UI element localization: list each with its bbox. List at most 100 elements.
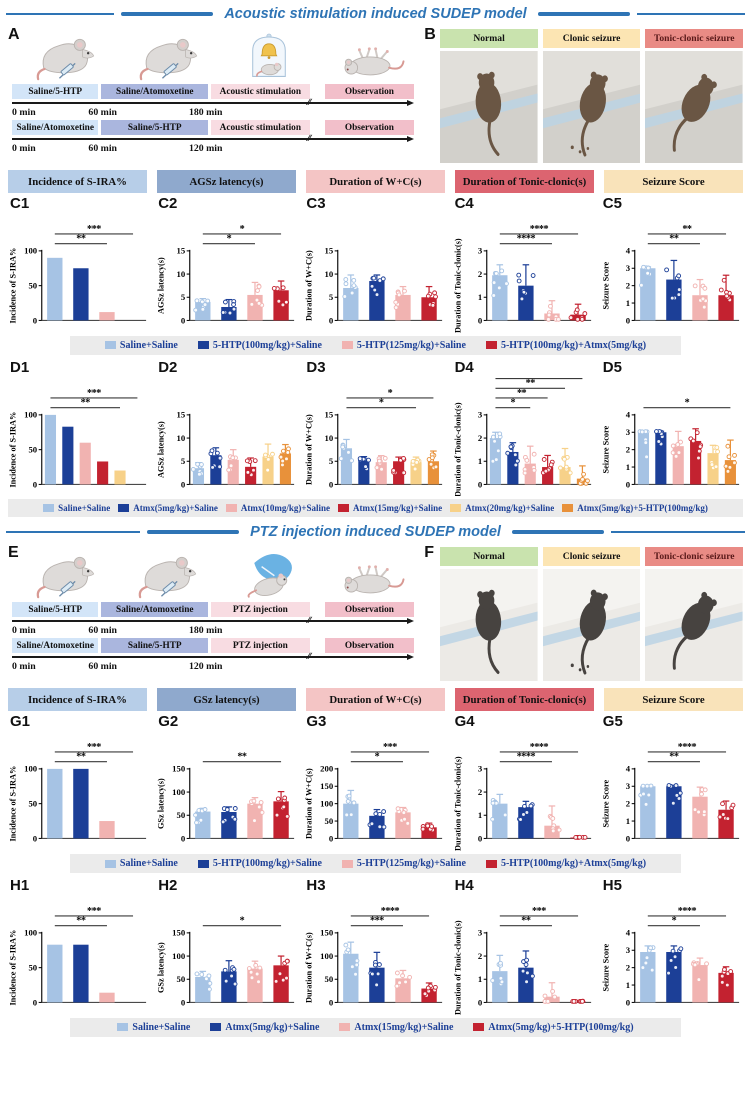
y-axis-label: GSz latency(s) <box>157 942 166 993</box>
data-point <box>397 292 402 298</box>
data-point <box>513 462 518 468</box>
legend-label: 5-HTP(125mg/kg)+Saline <box>356 339 466 351</box>
data-point <box>720 812 726 818</box>
bar <box>517 285 534 321</box>
data-point <box>411 458 416 464</box>
data-point <box>673 783 679 789</box>
sig-stars: *** <box>383 742 397 753</box>
chart-row: H1 0 50 100 Incidence of S-IRA% ** *** H2 0 50 100… <box>8 877 743 1015</box>
y-tick-label: 0 <box>33 997 38 1007</box>
y-axis-label: Duration of W+C(s) <box>305 769 314 840</box>
chart-panel-label: C3 <box>306 195 326 212</box>
data-point <box>280 462 286 468</box>
y-tick-label: 3 <box>477 246 482 256</box>
y-tick-label: 1 <box>626 298 630 308</box>
y-tick-label: 100 <box>321 799 335 809</box>
data-point <box>491 438 497 444</box>
timeline-box: Saline/Atomoxetine <box>12 120 99 135</box>
data-point <box>568 315 573 321</box>
axis-arrow-icon <box>407 135 415 142</box>
data-point <box>676 273 681 279</box>
data-point <box>673 965 678 971</box>
y-tick-label: 10 <box>325 433 334 443</box>
title-line <box>6 13 115 15</box>
data-point <box>656 438 661 444</box>
data-point <box>346 799 351 805</box>
data-point <box>524 810 529 816</box>
bar <box>79 442 91 485</box>
legend-swatch <box>562 504 574 513</box>
data-point <box>220 819 226 825</box>
data-point <box>363 463 369 469</box>
data-point <box>231 967 237 972</box>
data-point <box>233 806 238 812</box>
sig-stars: * <box>684 397 689 408</box>
data-point <box>349 457 355 463</box>
chart-panel: C3 0 5 10 15 Duration of W+C(s) <box>304 195 446 333</box>
chart-svg-H1: 0 50 100 Incidence of S-IRA% ***** <box>9 906 147 1007</box>
data-point <box>430 302 436 308</box>
y-tick-label: 50 <box>325 974 334 984</box>
chart-panel-label: D4 <box>454 358 474 376</box>
data-point <box>718 287 724 293</box>
data-point <box>374 982 380 988</box>
data-point <box>724 982 730 988</box>
bar <box>543 313 560 321</box>
data-point <box>695 810 701 815</box>
data-point <box>672 954 678 960</box>
bar <box>341 447 353 485</box>
sig-stars: * <box>510 397 515 408</box>
section-title: PTZ injection induced SUDEP model <box>250 524 501 541</box>
data-point <box>730 803 736 808</box>
chart-panel-label: H2 <box>158 877 178 895</box>
y-tick-label: 10 <box>325 269 334 279</box>
bar <box>114 470 126 485</box>
sig-stars: * <box>379 397 384 408</box>
data-point <box>199 972 205 978</box>
y-tick-label: 15 <box>325 246 334 256</box>
legend-label: Saline+Saline <box>132 1021 191 1033</box>
y-tick-label: 3 <box>626 263 631 273</box>
legend-label: Atmx(15mg/kg)+Saline <box>354 1021 454 1033</box>
data-point <box>273 979 279 984</box>
data-point <box>340 444 346 450</box>
bar <box>99 821 115 839</box>
data-point <box>377 824 383 830</box>
y-tick-label: 0 <box>626 315 631 325</box>
column-header: Duration of Tonic-clonic(s) <box>455 170 594 193</box>
y-tick-label: 100 <box>172 787 186 797</box>
y-tick-label: 0 <box>181 834 186 844</box>
section-title-bar: Acoustic stimulation induced SUDEP model <box>6 3 746 25</box>
sig-stars: *** <box>87 224 101 235</box>
timeline-box: PTZ injection <box>211 638 310 654</box>
legend-swatch <box>104 859 116 868</box>
data-point <box>496 431 502 436</box>
data-point <box>515 272 521 278</box>
y-tick-label: 100 <box>321 951 335 961</box>
timeline: Saline/5-HTP Saline/Atomoxetine Acoustic s… <box>12 84 415 156</box>
chart-panel: D5 0 1 2 3 4 Seizure Score * <box>601 359 743 497</box>
data-point <box>701 809 707 815</box>
data-point <box>574 307 580 313</box>
bar <box>47 769 63 839</box>
data-point <box>696 977 702 983</box>
y-tick-label: 0 <box>329 479 334 489</box>
timeline-time: 0 min <box>12 143 36 154</box>
data-point <box>521 804 527 810</box>
legend-swatch <box>339 1023 351 1032</box>
data-point <box>374 464 380 470</box>
data-point <box>719 801 725 807</box>
data-point <box>572 835 578 841</box>
data-point <box>719 973 725 979</box>
data-point <box>210 464 216 470</box>
photos-grid: Normal Clonic seizure Tonic-clonic seizure <box>440 29 743 163</box>
y-tick-label: 15 <box>177 409 186 419</box>
legend-item: Atmx(5mg/kg)+Saline <box>210 1022 319 1033</box>
data-point <box>353 972 359 977</box>
column-header: AGSz latency(s) <box>157 170 296 193</box>
data-point <box>401 810 407 816</box>
data-point <box>676 287 682 293</box>
bar <box>421 297 438 321</box>
mouse-supine-icon <box>336 549 408 599</box>
data-point <box>254 297 260 303</box>
